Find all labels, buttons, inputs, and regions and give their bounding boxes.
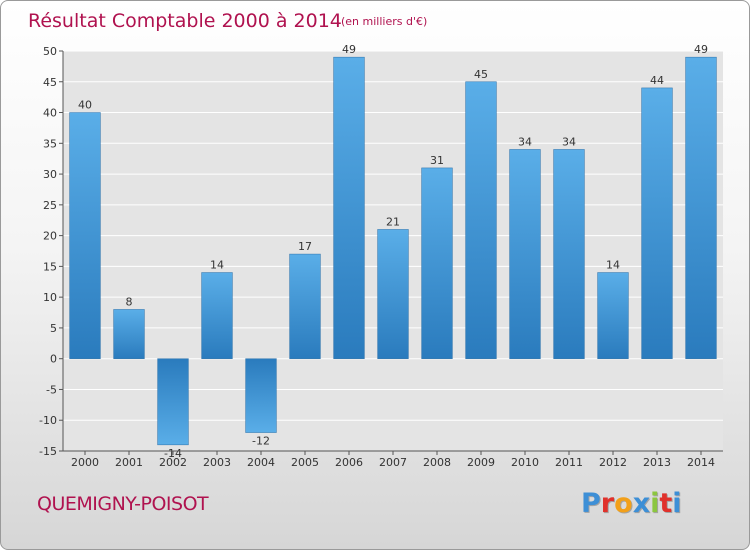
logo-letter: i <box>672 488 682 519</box>
bar-2004 <box>245 358 277 433</box>
bar-2011 <box>553 149 585 359</box>
bar-2006 <box>333 56 365 359</box>
data-label: 44 <box>650 74 664 87</box>
y-tick-label: -15 <box>39 445 57 458</box>
y-tick-label: 0 <box>50 353 57 366</box>
x-tick-label: 2002 <box>159 456 187 469</box>
data-label: -12 <box>252 435 270 448</box>
bar-2005 <box>289 253 321 359</box>
data-label: 34 <box>562 135 576 148</box>
x-tick-label: 2006 <box>335 456 363 469</box>
data-label: 14 <box>606 259 620 272</box>
x-tick-label: 2011 <box>555 456 583 469</box>
x-tick-label: 2000 <box>71 456 99 469</box>
x-tick-label: 2012 <box>599 456 627 469</box>
x-tick-label: 2010 <box>511 456 539 469</box>
y-tick-label: -10 <box>39 414 57 427</box>
y-tick-label: 15 <box>43 260 57 273</box>
y-tick-label: 5 <box>50 322 57 335</box>
logo-letter: x <box>632 488 651 519</box>
bar-2002 <box>157 358 189 446</box>
y-tick-label: 50 <box>43 45 57 58</box>
data-label: 21 <box>386 215 400 228</box>
y-tick-label: -5 <box>46 383 57 396</box>
x-tick-label: 2004 <box>247 456 275 469</box>
bar-2012 <box>597 272 629 359</box>
data-label: 40 <box>78 99 92 112</box>
data-label: 8 <box>126 295 133 308</box>
data-label: 34 <box>518 135 532 148</box>
x-tick-label: 2008 <box>423 456 451 469</box>
x-tick-label: 2003 <box>203 456 231 469</box>
x-tick-label: 2007 <box>379 456 407 469</box>
data-label: 45 <box>474 68 488 81</box>
chart-subtitle: (en milliers d'€) <box>341 15 427 28</box>
data-label: 49 <box>342 43 356 56</box>
y-tick-label: 10 <box>43 291 57 304</box>
logo-letter: i <box>650 488 660 519</box>
bar-2003 <box>201 272 233 359</box>
chart-title: Résultat Comptable 2000 à 2014 <box>28 10 342 32</box>
x-tick-label: 2009 <box>467 456 495 469</box>
bar-2007 <box>377 229 409 359</box>
bar-2001 <box>113 309 145 359</box>
place-name: QUEMIGNY-POISOT <box>37 493 209 515</box>
x-tick-label: 2001 <box>115 456 143 469</box>
data-label: 31 <box>430 154 444 167</box>
y-tick-label: 20 <box>43 230 57 243</box>
x-tick-label: 2005 <box>291 456 319 469</box>
data-label: 49 <box>694 43 708 56</box>
logo-letter: P <box>581 488 601 519</box>
bar-2000 <box>69 112 101 359</box>
bar-2014 <box>685 56 717 359</box>
proxiti-logo[interactable]: Proxiti <box>581 488 682 519</box>
y-tick-label: 35 <box>43 137 57 150</box>
bar-2008 <box>421 167 453 359</box>
bar-2013 <box>641 87 673 359</box>
logo-letter: o <box>614 488 633 519</box>
logo-letter: r <box>600 488 615 519</box>
y-tick-label: 40 <box>43 107 57 120</box>
data-label: 14 <box>210 259 224 272</box>
x-tick-label: 2014 <box>687 456 715 469</box>
bar-2010 <box>509 149 541 359</box>
x-axis: 2000 2001 2002 2003 2004 2005 2006 2007 2008 2009… <box>63 450 723 469</box>
logo-letter: t <box>659 488 673 519</box>
y-axis: -15 -10 -5 0 5 10 15 20 25 30 35 40 45 50 <box>39 45 64 458</box>
y-tick-label: 30 <box>43 168 57 181</box>
y-tick-label: 25 <box>43 199 57 212</box>
data-label: 17 <box>298 240 312 253</box>
bar-2009 <box>465 81 497 359</box>
y-tick-label: 45 <box>43 76 57 89</box>
x-tick-label: 2013 <box>643 456 671 469</box>
